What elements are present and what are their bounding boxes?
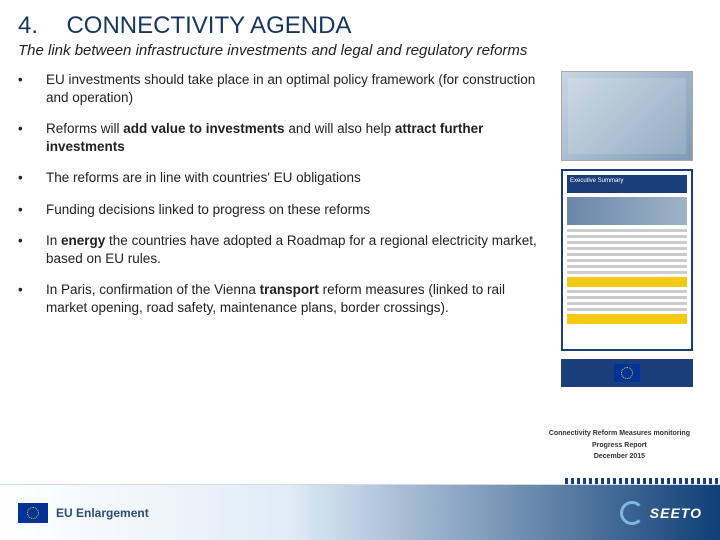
eu-flag-box	[561, 359, 693, 387]
side-document: Executive Summary	[561, 169, 693, 351]
bullet-marker: •	[18, 169, 46, 187]
doc-highlight-2	[567, 314, 687, 324]
caption-line-3: December 2015	[549, 451, 690, 462]
caption-box: Connectivity Reform Measures monitoring …	[549, 428, 690, 462]
side-photo	[561, 71, 693, 161]
heading-row: 4. CONNECTIVITY AGENDA	[18, 12, 702, 40]
bullet-item: •In Paris, confirmation of the Vienna tr…	[18, 281, 538, 316]
bullet-marker: •	[18, 281, 46, 316]
bullet-marker: •	[18, 232, 46, 267]
bullet-text: EU investments should take place in an o…	[46, 71, 538, 106]
footer-left: EU Enlargement	[18, 503, 149, 523]
bullet-text: In energy the countries have adopted a R…	[46, 232, 538, 267]
bullet-marker: •	[18, 120, 46, 155]
bullet-item: •EU investments should take place in an …	[18, 71, 538, 106]
bullet-text: Reforms will add value to investments an…	[46, 120, 538, 155]
bullet-text: The reforms are in line with countries' …	[46, 169, 538, 187]
doc-body-lines-2	[567, 290, 687, 311]
bullet-item: •Reforms will add value to investments a…	[18, 120, 538, 155]
content-row: •EU investments should take place in an …	[18, 71, 702, 387]
doc-strip	[567, 197, 687, 225]
heading-number: 4.	[18, 12, 38, 40]
bullet-marker: •	[18, 201, 46, 219]
seeto-logo-text: SEETO	[650, 505, 702, 521]
eu-flag-icon	[18, 503, 48, 523]
caption-line-1: Connectivity Reform Measures monitoring	[549, 428, 690, 439]
bullet-list: •EU investments should take place in an …	[18, 71, 544, 387]
bullet-text: In Paris, confirmation of the Vienna tra…	[46, 281, 538, 316]
side-images: Executive Summary	[552, 71, 702, 387]
bullet-item: •The reforms are in line with countries'…	[18, 169, 538, 187]
seeto-swirl-icon	[620, 501, 644, 525]
bullet-marker: •	[18, 71, 46, 106]
eu-flag-icon	[614, 364, 640, 382]
doc-body-lines	[567, 229, 687, 274]
bullet-item: •Funding decisions linked to progress on…	[18, 201, 538, 219]
footer-right: SEETO	[620, 501, 702, 525]
heading-title: CONNECTIVITY AGENDA	[66, 12, 351, 39]
bullet-text: Funding decisions linked to progress on …	[46, 201, 538, 219]
subtitle: The link between infrastructure investme…	[18, 42, 702, 59]
caption-line-2: Progress Report	[549, 440, 690, 451]
bullet-item: •In energy the countries have adopted a …	[18, 232, 538, 267]
doc-header: Executive Summary	[567, 175, 687, 193]
footer-left-text: EU Enlargement	[56, 506, 149, 520]
doc-highlight	[567, 277, 687, 287]
footer-bar: EU Enlargement SEETO	[0, 484, 720, 540]
slide: 4. CONNECTIVITY AGENDA The link between …	[0, 0, 720, 540]
